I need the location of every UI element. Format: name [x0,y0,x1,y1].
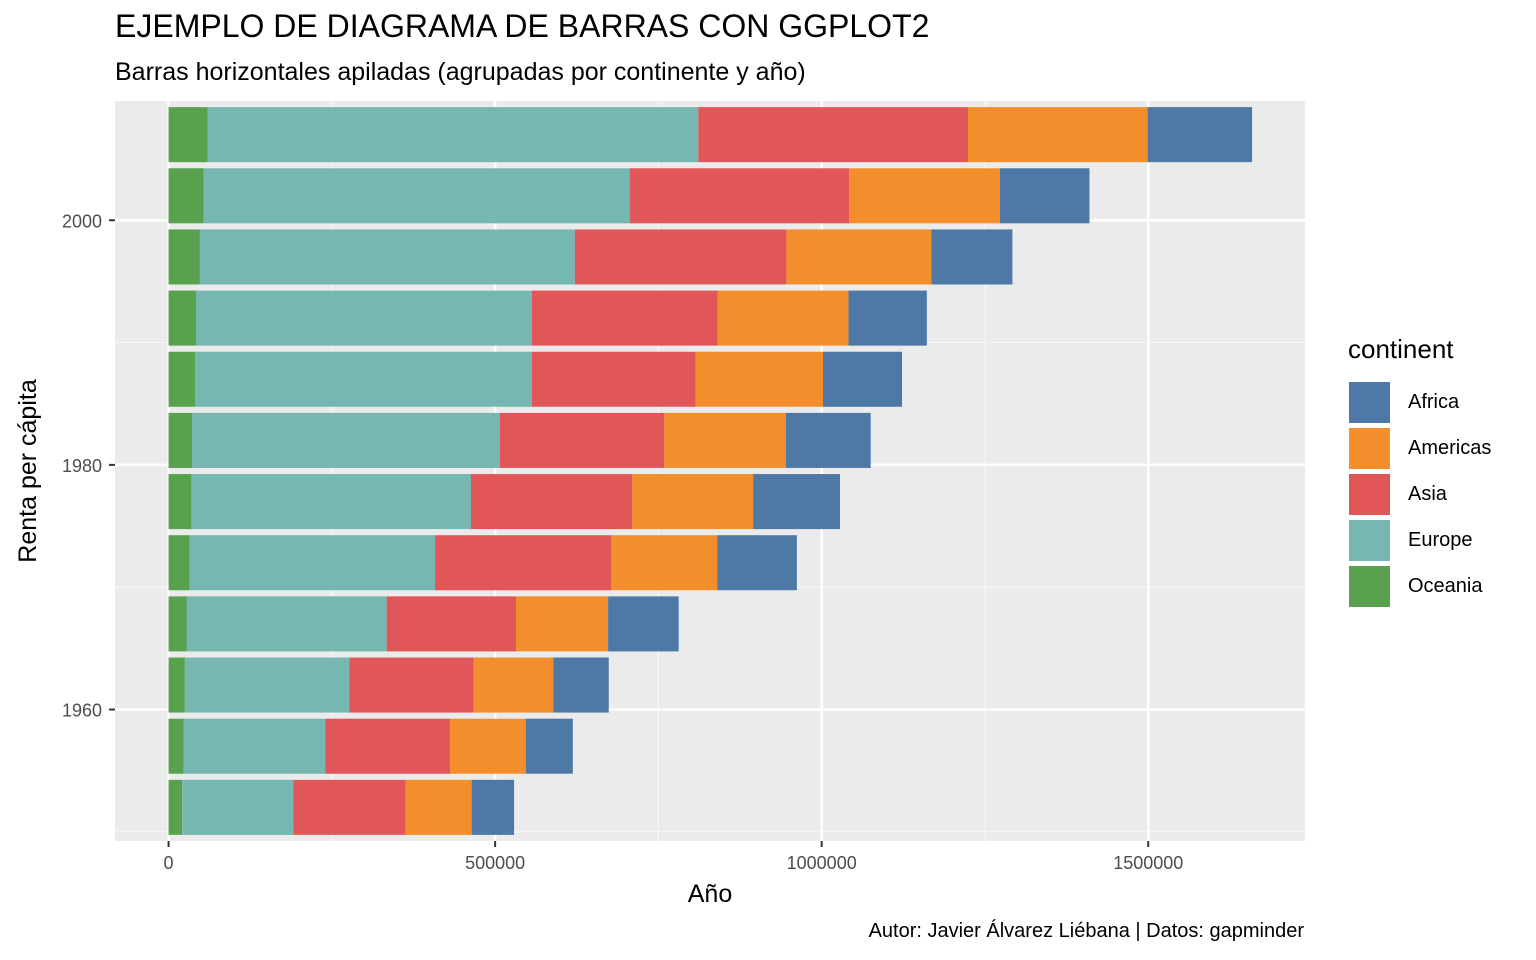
bar-oceania-1957 [168,718,184,774]
bar-europe-1977 [191,474,471,530]
x-tick-label: 500000 [465,853,525,873]
bar-africa-1952 [471,779,515,835]
chart-caption: Autor: Javier Álvarez Liébana | Datos: g… [868,920,1304,942]
legend-item-africa: Africa [1348,379,1491,425]
legend-item-oceania: Oceania [1348,563,1491,609]
bar-africa-2007 [1147,107,1253,163]
bar-africa-1967 [608,596,679,652]
bar-europe-1967 [186,596,387,652]
legend-item-americas: Americas [1348,425,1491,471]
bar-oceania-1962 [168,657,185,713]
bar-americas-1987 [695,351,823,407]
bar-africa-1987 [822,351,903,407]
bar-oceania-2002 [168,168,204,224]
legend: continent Africa Americas Asia Europe Oc… [1348,334,1491,609]
bar-europe-1987 [195,351,532,407]
bar-asia-1992 [531,290,718,346]
bar-africa-1977 [753,474,840,530]
bar-africa-1957 [525,718,573,774]
bar-americas-2007 [967,107,1148,163]
y-tick-label: 1960 [62,701,102,721]
bar-oceania-1972 [168,535,190,591]
bar-americas-1967 [516,596,609,652]
chart-title: EJEMPLO DE DIAGRAMA DE BARRAS CON GGPLOT… [115,8,930,44]
bar-americas-1982 [664,412,786,468]
bar-asia-1977 [470,474,633,530]
bar-asia-1962 [349,657,474,713]
legend-title: continent [1348,334,1454,364]
bar-oceania-1997 [168,229,200,285]
legend-swatch [1348,518,1391,562]
bar-africa-1972 [717,535,797,591]
x-tick-label: 1500000 [1113,853,1183,873]
bar-americas-1977 [632,474,754,530]
legend-swatch [1348,564,1391,608]
bar-oceania-1977 [168,474,192,530]
bar-asia-1997 [574,229,787,285]
bar-asia-1972 [435,535,612,591]
bar-americas-1957 [450,718,526,774]
bar-americas-1997 [786,229,932,285]
legend-label: Europe [1408,528,1473,551]
x-tick-label: 1000000 [787,853,857,873]
bar-europe-2007 [207,107,699,163]
legend-label: Oceania [1408,574,1483,597]
x-axis-title: Año [688,880,732,908]
legend-item-asia: Asia [1348,471,1491,517]
bar-americas-1952 [405,779,472,835]
bar-americas-1992 [717,290,849,346]
x-tick-label: 0 [164,853,174,873]
bar-africa-1997 [931,229,1013,285]
plot-panel [115,101,1305,841]
legend-swatch [1348,426,1391,470]
chart-subtitle: Barras horizontales apiladas (agrupadas … [115,58,806,86]
bar-asia-2002 [629,168,850,224]
bar-europe-1992 [195,290,532,346]
bar-americas-1972 [611,535,718,591]
bar-europe-1982 [192,412,500,468]
bar-oceania-1982 [168,412,193,468]
y-tick-label: 1980 [62,456,102,476]
bar-europe-2002 [203,168,630,224]
bar-oceania-1987 [168,351,196,407]
bar-africa-1982 [785,412,871,468]
bar-americas-1962 [473,657,554,713]
bar-asia-1952 [293,779,406,835]
bar-africa-2002 [999,168,1090,224]
bar-europe-1952 [182,779,294,835]
bar-europe-1972 [189,535,436,591]
bar-africa-1962 [553,657,609,713]
y-axis-title: Renta per cápita [14,379,42,563]
bar-oceania-1992 [168,290,196,346]
legend-item-europe: Europe [1348,517,1491,563]
bar-europe-1962 [184,657,350,713]
bar-asia-1987 [531,351,696,407]
bar-oceania-1952 [168,779,183,835]
bar-asia-1967 [386,596,517,652]
bar-europe-1997 [199,229,575,285]
bar-asia-1982 [499,412,665,468]
legend-label: Americas [1408,436,1492,459]
bar-asia-2007 [698,107,968,163]
bar-asia-1957 [325,718,451,774]
y-tick-label: 2000 [62,211,102,231]
legend-label: Asia [1408,482,1447,505]
legend-label: Africa [1408,390,1460,413]
bar-europe-1957 [183,718,326,774]
bar-oceania-1967 [168,596,187,652]
bar-africa-1992 [848,290,927,346]
legend-swatch [1348,472,1391,516]
bar-oceania-2007 [168,107,208,163]
legend-swatch [1348,380,1391,424]
bar-americas-2002 [849,168,1000,224]
